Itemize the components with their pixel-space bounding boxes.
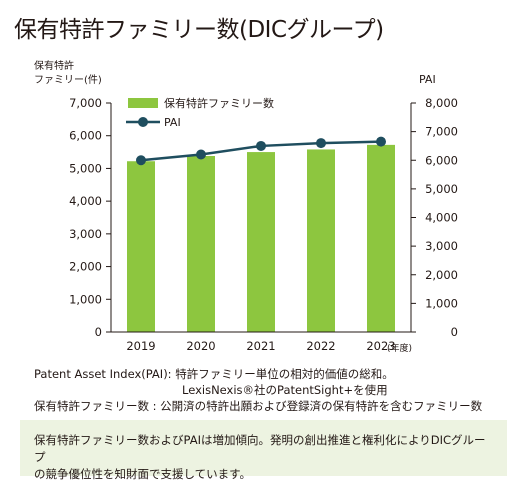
footnote-source: LexisNexis®社のPatentSight+を使用 [182, 383, 388, 397]
axes: 0 1,000 2,000 3,000 4,000 5,000 6,000 7,000 0 1,0… [69, 96, 458, 353]
x-tick-label: 2021 [246, 339, 275, 353]
patent-chart: 0 1,000 2,000 3,000 4,000 5,000 6,000 7,000 0 1,0… [34, 59, 458, 354]
left-tick-label: 2,000 [69, 260, 102, 274]
left-tick-label: 4,000 [69, 194, 102, 208]
bar-2020 [187, 155, 215, 332]
page-title: 保有特許ファミリー数(DICグループ) [14, 17, 384, 43]
right-tick-label: 0 [451, 325, 458, 339]
x-tick-label: 2019 [126, 339, 155, 353]
right-tick-label: 7,000 [425, 125, 458, 139]
left-tick-label: 6,000 [69, 129, 102, 143]
right-tick-label: 6,000 [425, 153, 458, 167]
right-tick-label: 3,000 [425, 239, 458, 253]
footnotes: Patent Asset Index(PAI): 特許ファミリー単位の相対的価値… [34, 366, 482, 414]
pai-point-2022 [316, 138, 326, 149]
bar-2023 [367, 144, 395, 332]
line-series [136, 136, 386, 166]
x-axis-unit: (年度) [387, 342, 412, 354]
pai-point-2020 [196, 149, 206, 160]
left-tick-label: 3,000 [69, 227, 102, 241]
left-tick-label: 1,000 [69, 292, 102, 306]
left-tick-label: 0 [95, 325, 102, 339]
bar-2021 [247, 152, 275, 332]
footnote-definition: 保有特許ファミリー数 : 公開済の特許出願および登録済の保有特許を含むファミリー… [34, 399, 483, 413]
right-tick-label: 4,000 [425, 211, 458, 225]
x-tick-label: 2020 [186, 339, 215, 353]
legend-bar-label: 保有特許ファミリー数 [164, 96, 274, 110]
right-tick-label: 1,000 [425, 296, 458, 310]
right-tick-label: 8,000 [425, 96, 458, 110]
x-tick-label: 2023 [366, 339, 395, 353]
pai-point-2021 [256, 140, 266, 151]
pai-point-2019 [136, 155, 146, 166]
right-tick-label: 2,000 [425, 268, 458, 282]
left-axis-title-line2: ファミリー(件) [34, 74, 102, 86]
summary-line-2: の競争優位性を知財面で支援しています。 [34, 467, 252, 481]
left-tick-label: 7,000 [69, 96, 102, 110]
legend-line-marker [138, 117, 148, 127]
pai-point-2023 [376, 136, 386, 147]
right-axis-title: PAI [419, 73, 436, 86]
legend-line-label: PAI [164, 116, 181, 129]
x-tick-label: 2022 [306, 339, 335, 353]
left-tick-label: 5,000 [69, 161, 102, 175]
summary-line-1: 保有特許ファミリー数およびPAIは増加傾向。発明の創出推進と権利化によりDICグ… [34, 433, 486, 464]
bar-2022 [307, 149, 335, 332]
summary-box: 保有特許ファミリー数およびPAIは増加傾向。発明の創出推進と権利化によりDICグ… [20, 420, 507, 481]
legend-bar-swatch [128, 98, 158, 108]
legend: 保有特許ファミリー数 PAI [126, 96, 274, 129]
right-tick-label: 5,000 [425, 182, 458, 196]
bar-series [127, 144, 395, 332]
bar-2019 [127, 161, 155, 332]
left-axis-title-line1: 保有特許 [34, 59, 74, 72]
footnote-pai: Patent Asset Index(PAI): 特許ファミリー単位の相対的価値… [34, 367, 394, 381]
